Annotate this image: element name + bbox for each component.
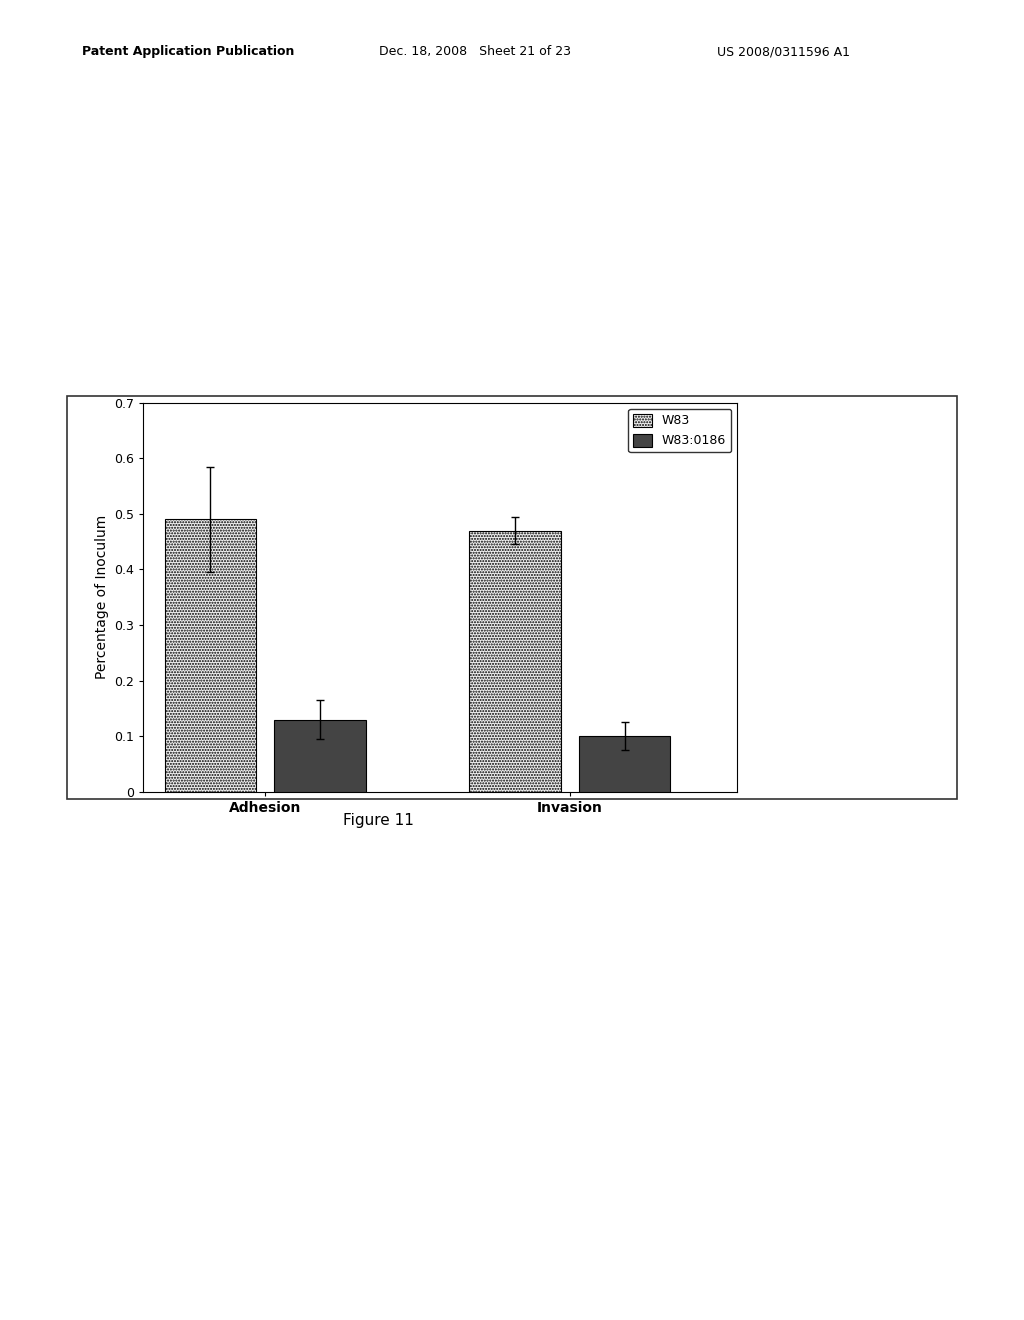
Bar [274, 719, 366, 792]
Text: Patent Application Publication: Patent Application Publication [82, 45, 294, 58]
Bar [165, 519, 256, 792]
Bar [579, 737, 671, 792]
Y-axis label: Percentage of Inoculum: Percentage of Inoculum [95, 515, 109, 680]
Text: US 2008/0311596 A1: US 2008/0311596 A1 [717, 45, 850, 58]
Legend: W83, W83:0186: W83, W83:0186 [628, 409, 731, 453]
Bar [469, 531, 560, 792]
Text: Dec. 18, 2008   Sheet 21 of 23: Dec. 18, 2008 Sheet 21 of 23 [379, 45, 571, 58]
Text: Figure 11: Figure 11 [343, 813, 415, 828]
